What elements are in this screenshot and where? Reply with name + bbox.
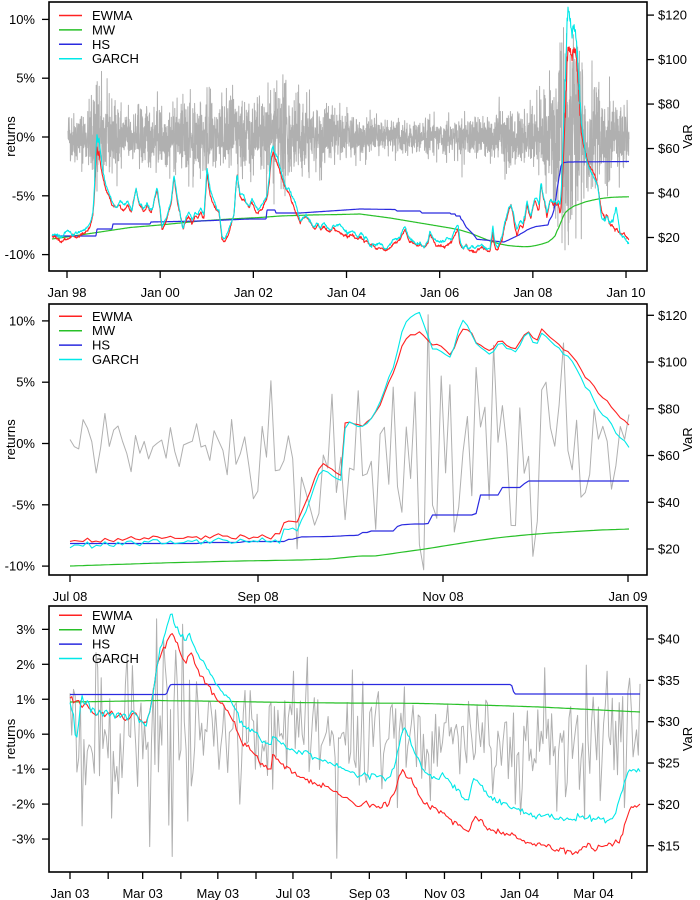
svg-text:$100: $100 [658, 355, 687, 370]
svg-text:Jan 06: Jan 06 [420, 285, 459, 300]
svg-text:$20: $20 [658, 230, 680, 245]
svg-text:Jan 04: Jan 04 [327, 285, 366, 300]
svg-text:$20: $20 [658, 542, 680, 557]
svg-text:Mar 03: Mar 03 [122, 886, 162, 900]
svg-text:$120: $120 [658, 8, 687, 23]
svg-text:EWMA: EWMA [92, 608, 133, 623]
svg-text:MW: MW [92, 622, 116, 637]
svg-text:$40: $40 [658, 495, 680, 510]
svg-text:-5%: -5% [12, 188, 36, 203]
svg-text:GARCH: GARCH [92, 352, 139, 367]
svg-text:10%: 10% [9, 313, 35, 328]
svg-text:Sep 03: Sep 03 [349, 886, 390, 900]
svg-text:Jul 08: Jul 08 [53, 589, 88, 604]
svg-text:5%: 5% [16, 71, 35, 86]
svg-text:Jan 00: Jan 00 [141, 285, 180, 300]
svg-text:GARCH: GARCH [92, 651, 139, 666]
svg-text:$60: $60 [658, 141, 680, 156]
svg-text:VaR: VaR [680, 427, 695, 451]
svg-text:3%: 3% [16, 622, 35, 637]
svg-text:$120: $120 [658, 308, 687, 323]
svg-text:EWMA: EWMA [92, 8, 133, 23]
svg-text:-1%: -1% [12, 762, 36, 777]
svg-text:MW: MW [92, 22, 116, 37]
svg-text:VaR: VaR [680, 124, 695, 148]
svg-text:$80: $80 [658, 97, 680, 112]
svg-text:0%: 0% [16, 436, 35, 451]
svg-text:May 03: May 03 [196, 886, 239, 900]
svg-text:VaR: VaR [680, 727, 695, 751]
svg-text:$15: $15 [658, 838, 680, 853]
svg-text:returns: returns [3, 718, 18, 759]
svg-text:-3%: -3% [12, 832, 36, 847]
svg-text:Nov 03: Nov 03 [424, 886, 465, 900]
svg-text:0%: 0% [16, 727, 35, 742]
svg-text:Jan 08: Jan 08 [513, 285, 552, 300]
svg-text:EWMA: EWMA [92, 309, 133, 324]
svg-text:Jan 09: Jan 09 [608, 589, 647, 604]
svg-text:-2%: -2% [12, 797, 36, 812]
svg-text:10%: 10% [9, 12, 35, 27]
svg-text:Mar 04: Mar 04 [573, 886, 613, 900]
svg-text:HS: HS [92, 637, 110, 652]
svg-text:MW: MW [92, 323, 116, 338]
svg-text:returns: returns [3, 419, 18, 460]
svg-text:Jan 02: Jan 02 [234, 285, 273, 300]
svg-text:HS: HS [92, 37, 110, 52]
svg-text:-10%: -10% [5, 559, 36, 574]
svg-text:Jan 10: Jan 10 [606, 285, 645, 300]
svg-text:GARCH: GARCH [92, 51, 139, 66]
svg-text:$80: $80 [658, 401, 680, 416]
svg-text:1%: 1% [16, 692, 35, 707]
svg-text:$40: $40 [658, 186, 680, 201]
svg-text:-5%: -5% [12, 497, 36, 512]
svg-text:2%: 2% [16, 657, 35, 672]
svg-text:Jan 98: Jan 98 [47, 285, 86, 300]
svg-text:Jan 03: Jan 03 [50, 886, 89, 900]
svg-text:$20: $20 [658, 797, 680, 812]
svg-text:$25: $25 [658, 756, 680, 771]
svg-text:$60: $60 [658, 448, 680, 463]
svg-text:$30: $30 [658, 714, 680, 729]
svg-text:5%: 5% [16, 375, 35, 390]
svg-text:$35: $35 [658, 673, 680, 688]
svg-text:Nov 08: Nov 08 [422, 589, 463, 604]
svg-text:$40: $40 [658, 632, 680, 647]
svg-text:-10%: -10% [5, 247, 36, 262]
svg-text:Jan 04: Jan 04 [500, 886, 539, 900]
svg-text:Sep 08: Sep 08 [237, 589, 278, 604]
svg-text:0%: 0% [16, 130, 35, 145]
svg-text:Jul 03: Jul 03 [276, 886, 311, 900]
svg-text:returns: returns [3, 116, 18, 157]
svg-text:$100: $100 [658, 52, 687, 67]
svg-text:HS: HS [92, 338, 110, 353]
